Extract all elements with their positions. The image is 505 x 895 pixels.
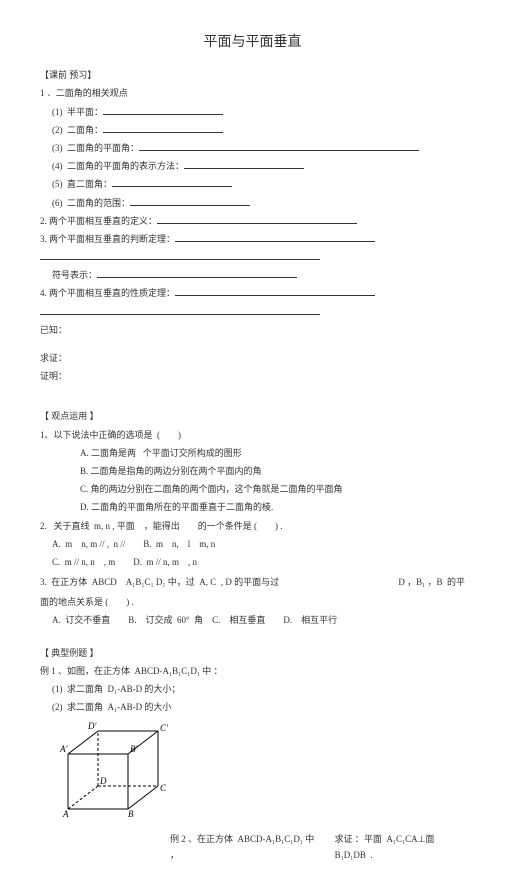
example-1a: (1) 求二面角 D₁-AB-D 的大小； bbox=[52, 681, 465, 697]
blank-line bbox=[175, 287, 375, 296]
item-5: (5) 直二面角： bbox=[52, 176, 465, 192]
question-1: 1、以下说法中正确的选项是 ( ) bbox=[40, 427, 465, 443]
blank-line bbox=[40, 306, 320, 315]
question-1c: C. 角的两边分别在二面角的两个面内，这个角就是二面角的平面角 bbox=[80, 481, 465, 497]
item-1: (1) 半平面： bbox=[52, 104, 465, 120]
heading-4-label: 4. 两个平面相互垂直的性质定理： bbox=[40, 288, 175, 298]
example-1: 例 1 、如图，在正方体 ABCD-A₁B₁C₁D₁ 中 ： bbox=[40, 663, 465, 679]
item-6: (6) 二面角的范围： bbox=[52, 195, 465, 211]
blank-line bbox=[40, 251, 320, 260]
blank-line bbox=[130, 196, 250, 205]
example-2a: 例 2 、在正方体 ABCD-A₁B₁C₁D₁ 中 ， bbox=[170, 831, 315, 863]
cube-diagram: A B C D A' B' C' D' bbox=[58, 719, 465, 824]
question-1b: B. 二面角是指角的两边分别在两个平面内的角 bbox=[80, 463, 465, 479]
item-3-label: (3) 二面角的平面角： bbox=[52, 143, 139, 153]
question-3b: D ，B₁ ，B 的平 bbox=[398, 574, 465, 590]
question-2b: C. m // n, n , m D. m // n, m , n bbox=[52, 554, 465, 570]
cube-label-ap: A' bbox=[59, 744, 68, 754]
cube-label-d: D bbox=[99, 776, 107, 786]
example-2b: 求证 ：平面 A₁C₁CA⊥面 B₁D₁DB . bbox=[335, 831, 465, 863]
sign-label: 符号表示： bbox=[52, 270, 97, 280]
cube-label-c: C bbox=[160, 783, 167, 793]
question-3a: 3. 在正方体 ABCD A₁B₁C₁ D₁ 中，过 A, C , D 的平面与… bbox=[40, 574, 279, 590]
item-2-label: (2) 二面角： bbox=[52, 125, 103, 135]
heading-4: 4. 两个平面相互垂直的性质定理： bbox=[40, 285, 465, 301]
known-line: 已知： bbox=[40, 322, 465, 338]
cube-label-cp: C' bbox=[160, 723, 169, 733]
cube-label-dp: D' bbox=[87, 721, 97, 731]
question-2: 2. 关于直线 m, n , 平面 ，能得出 的一个条件是 ( ) . bbox=[40, 518, 465, 534]
cube-label-b: B bbox=[128, 809, 134, 819]
usage-section-head: 【 观点运用 】 bbox=[40, 408, 465, 424]
blank-line bbox=[103, 124, 223, 133]
item-3: (3) 二面角的平面角： bbox=[52, 140, 465, 156]
item-6-label: (6) 二面角的范围： bbox=[52, 198, 130, 208]
question-3c: 面的地点关系是 ( ) . bbox=[40, 594, 465, 610]
heading-3-label: 3. 两个平面相互垂直的判断定理： bbox=[40, 234, 175, 244]
heading-3: 3. 两个平面相互垂直的判断定理： bbox=[40, 231, 465, 247]
item-5-label: (5) 直二面角： bbox=[52, 179, 112, 189]
blank-line bbox=[103, 105, 223, 114]
blank-line bbox=[175, 233, 375, 242]
blank-line bbox=[112, 178, 232, 187]
heading-2-label: 2. 两个平面相互垂直的定义： bbox=[40, 216, 157, 226]
heading-2: 2. 两个平面相互垂直的定义： bbox=[40, 213, 465, 229]
proof-line: 证明： bbox=[40, 368, 465, 384]
blank-line bbox=[139, 142, 419, 151]
item-4-label: (4) 二面角的平面角的表示方法： bbox=[52, 161, 184, 171]
item-2: (2) 二面角： bbox=[52, 122, 465, 138]
page-title: 平面与平面垂直 bbox=[40, 30, 465, 55]
question-2a: A. m n, m // , n // B. m n, l m, n bbox=[52, 536, 465, 552]
heading-1: 1 ．二面角的相关观点 bbox=[40, 85, 465, 101]
preview-section-head: 【课前 预习】 bbox=[40, 67, 465, 83]
prove-line: 求证： bbox=[40, 350, 465, 366]
example-section-head: 【 典型例题 】 bbox=[40, 645, 465, 661]
question-1d: D. 二面角的平面角所在的平面垂直于二面角的棱. bbox=[80, 499, 465, 515]
question-1a: A. 二面角是两 个平面订交所构成的图形 bbox=[80, 445, 465, 461]
cube-label-bp: B' bbox=[130, 744, 138, 754]
cube-label-a: A bbox=[62, 809, 69, 819]
question-3d: A. 订交不垂直 B. 订交成 60° 角 C. 相互垂直 D. 相互平行 bbox=[52, 612, 465, 628]
item-1-label: (1) 半平面： bbox=[52, 107, 103, 117]
blank-line bbox=[184, 160, 304, 169]
example-1b: (2) 求二面角 A₁-AB-D 的大小 bbox=[52, 699, 465, 715]
item-4: (4) 二面角的平面角的表示方法： bbox=[52, 158, 465, 174]
blank-line bbox=[157, 215, 357, 224]
blank-line bbox=[97, 269, 297, 278]
sign-line: 符号表示： bbox=[52, 267, 465, 283]
